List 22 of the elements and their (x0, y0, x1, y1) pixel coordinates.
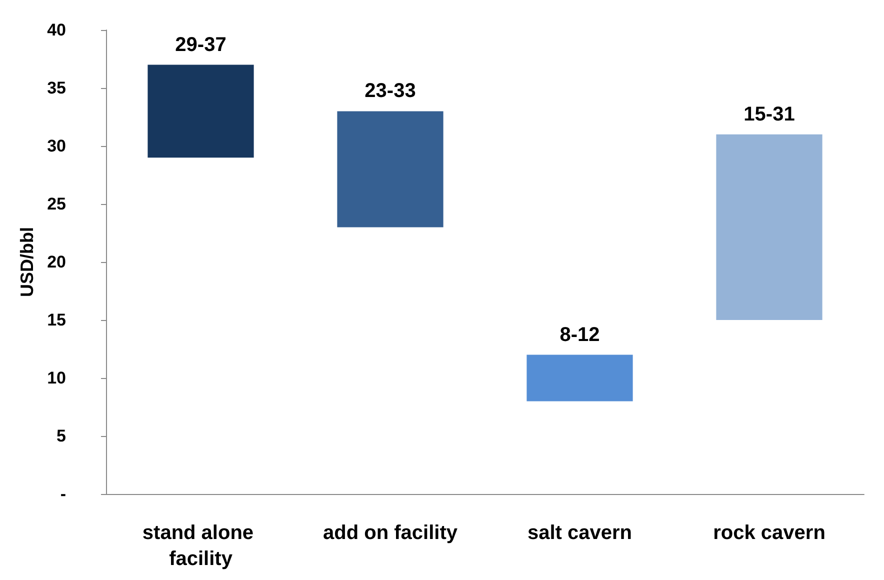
bar (337, 111, 444, 228)
y-tick-label: 25 (47, 194, 66, 214)
y-tick-label: 35 (47, 78, 66, 98)
data-label: 15-31 (744, 103, 795, 126)
y-tick-label: - (60, 484, 66, 504)
y-tick-label: 40 (47, 20, 66, 40)
y-tick-label: 10 (47, 368, 66, 388)
y-tick-label: 15 (47, 310, 66, 330)
x-tick-label: rock cavern (713, 522, 826, 544)
data-label: 23-33 (364, 80, 416, 102)
y-axis-title: USD/bbl (17, 227, 38, 297)
bar (716, 134, 822, 320)
bar (526, 354, 633, 402)
bar (148, 64, 254, 158)
x-tick-label: salt cavern (527, 522, 632, 544)
x-tick-label: stand alone facility (142, 522, 260, 570)
data-label: 8-12 (560, 324, 600, 346)
y-tick-label: 20 (47, 252, 66, 272)
y-tick-label: 5 (56, 426, 66, 446)
y-tick-label: 30 (47, 136, 66, 156)
data-label: 29-37 (175, 34, 226, 56)
x-tick-label: add on facility (323, 522, 458, 544)
